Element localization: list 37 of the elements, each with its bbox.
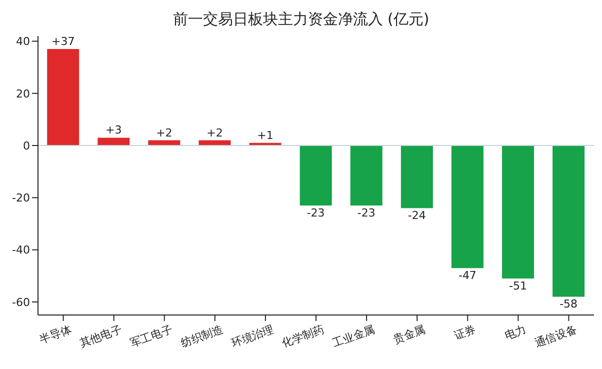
data-label: +37	[51, 35, 75, 48]
chart-title: 前一交易日板块主力资金净流入 (亿元)	[172, 9, 430, 30]
data-label: -24	[408, 209, 426, 222]
data-label: -51	[509, 279, 527, 292]
data-label: -58	[560, 298, 578, 311]
bar	[451, 146, 484, 268]
bar	[502, 146, 534, 278]
bar	[300, 146, 332, 206]
bar	[400, 146, 433, 208]
data-label: +1	[257, 128, 274, 142]
x-tick-label: 证券	[452, 322, 478, 342]
data-label: -47	[458, 269, 476, 282]
bar	[552, 146, 585, 297]
x-tick-label: 化学制药	[280, 322, 326, 350]
x-tick-label: 纺织制造	[179, 322, 225, 350]
y-tick-label: 40	[16, 35, 30, 48]
x-tick-label: 电力	[502, 322, 528, 342]
data-label: +3	[106, 124, 122, 137]
y-tick-label: -40	[12, 244, 30, 257]
y-tick-label: -20	[12, 192, 30, 205]
data-label: -23	[306, 206, 325, 220]
x-tick-label: 工业金属	[330, 322, 376, 350]
y-tick-label: 0	[23, 139, 30, 152]
x-tick-label: 通信设备	[532, 322, 579, 350]
x-tick-label: 军工电子	[128, 322, 174, 350]
data-label: +2	[206, 126, 223, 140]
bar	[350, 146, 382, 206]
x-tick-label: 环境治理	[230, 322, 276, 350]
y-tick-label: -60	[12, 296, 30, 309]
bar	[98, 138, 130, 146]
x-tick-label: 半导体	[38, 322, 74, 346]
x-tick-label: 其他电子	[78, 322, 124, 350]
x-tick-label: 贵金属	[392, 322, 428, 346]
bar	[47, 49, 80, 146]
y-tick-label: 20	[16, 87, 30, 100]
data-label: +2	[156, 126, 172, 140]
data-label: -23	[357, 206, 376, 220]
